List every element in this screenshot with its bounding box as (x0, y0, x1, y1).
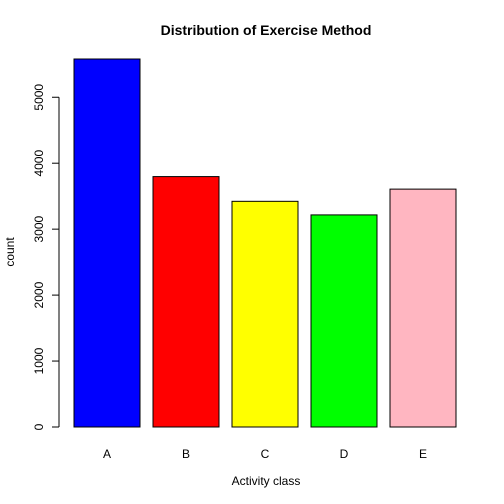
y-tick-label: 5000 (32, 84, 46, 111)
y-axis: 0 1000 2000 3000 4000 5000 (32, 84, 60, 430)
bars-group (73, 58, 457, 428)
bar-d (310, 214, 378, 428)
bar-c (231, 200, 299, 428)
bar-a (73, 58, 141, 428)
y-tick-label: 3000 (32, 215, 46, 242)
bar-e (389, 188, 457, 428)
x-tick-label-d: D (340, 447, 349, 461)
y-axis-label: count (3, 237, 17, 267)
chart-title: Distribution of Exercise Method (161, 22, 372, 38)
x-tick-label-b: B (182, 447, 190, 461)
x-tick-labels: A B C D E (103, 447, 427, 461)
x-axis-label: Activity class (232, 474, 301, 488)
y-tick-label: 2000 (32, 281, 46, 308)
y-tick-label: 0 (32, 423, 46, 430)
x-tick-label-a: A (103, 447, 111, 461)
x-tick-label-e: E (419, 447, 427, 461)
y-tick-label: 4000 (32, 150, 46, 177)
y-tick-label: 1000 (32, 347, 46, 374)
x-tick-label-c: C (261, 447, 270, 461)
bar-b (152, 176, 220, 428)
